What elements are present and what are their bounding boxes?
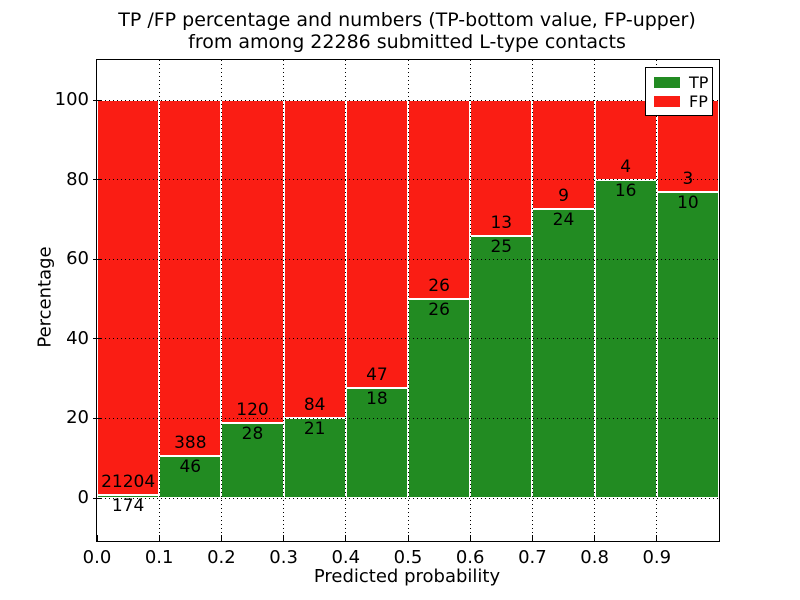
- y-axis-tick: [93, 99, 101, 101]
- y-axis-tick: [93, 417, 101, 419]
- bar-tp-segment: [408, 299, 471, 498]
- bar-tp-segment: [221, 422, 284, 498]
- gridline-horizontal: [97, 99, 719, 101]
- gridline-horizontal: [97, 417, 719, 419]
- gridline-vertical: [407, 60, 409, 541]
- x-tick-label: 0.7: [518, 547, 547, 568]
- bar-tp-segment: [532, 208, 595, 498]
- tp-count-label: 16: [614, 180, 637, 201]
- legend-swatch-fp: [654, 96, 680, 107]
- x-axis-tick: [407, 535, 409, 541]
- tp-count-label: 28: [241, 423, 264, 444]
- gridline-vertical: [594, 60, 596, 541]
- x-axis-tick: [531, 535, 533, 541]
- y-axis-tick: [93, 179, 101, 181]
- x-tick-label: 0.5: [393, 547, 423, 568]
- x-tick-label: 0.2: [207, 547, 236, 568]
- y-tick-label: 40: [66, 327, 89, 349]
- legend-label-tp: TP: [689, 73, 709, 92]
- x-axis-tick: [345, 535, 347, 541]
- x-axis-tick: [220, 535, 222, 541]
- fp-count-label: 388: [174, 432, 207, 453]
- chart-title: TP /FP percentage and numbers (TP-bottom…: [96, 9, 718, 53]
- x-axis-label: Predicted probability: [313, 566, 501, 587]
- bar-tp-segment: [159, 455, 222, 498]
- plot-area: 21204 174 388 46 120 28 84 21 47 18 26 26 13 25 9 24 4 16…: [55, 59, 720, 568]
- y-tick-label: 0: [77, 487, 89, 508]
- x-axis-tick: [283, 535, 285, 541]
- legend-label-fp: FP: [689, 92, 708, 111]
- bar-tp-segment: [345, 387, 408, 498]
- fp-count-label: 120: [236, 399, 269, 420]
- tp-count-label: 46: [179, 456, 202, 477]
- bar-fp-segment: [97, 100, 160, 495]
- tp-count-label: 26: [428, 300, 450, 320]
- x-tick-label: 0.4: [331, 547, 361, 568]
- gridline-vertical: [656, 60, 658, 541]
- tp-count-label: 10: [677, 192, 699, 213]
- y-axis-label: Percentage: [34, 246, 56, 348]
- fp-count-label: 4: [620, 156, 632, 177]
- fp-count-label: 13: [490, 213, 513, 234]
- bar-fp-segment: [408, 100, 471, 299]
- gridline-horizontal: [97, 338, 719, 340]
- x-axis-tick: [96, 535, 98, 541]
- gridline-vertical: [220, 60, 222, 541]
- x-tick-label: 0.1: [144, 547, 174, 568]
- legend-row-fp: FP: [654, 92, 712, 111]
- gridline-vertical: [345, 60, 347, 541]
- gridline-horizontal: [97, 179, 719, 181]
- bar-fp-segment: [221, 100, 284, 423]
- chart-title-line1: TP /FP percentage and numbers (TP-bottom…: [118, 9, 696, 31]
- gridline-vertical: [531, 60, 533, 541]
- bar-fp-segment: [594, 100, 657, 180]
- y-tick-label: 20: [66, 407, 89, 429]
- x-axis-tick: [656, 535, 658, 541]
- bar-tp-segment: [97, 494, 160, 498]
- bar-fp-segment: [532, 100, 595, 209]
- tp-count-label: 24: [552, 209, 575, 230]
- fp-count-label: 47: [366, 364, 388, 385]
- x-tick-label: 0.0: [82, 547, 112, 568]
- chart-title-line2: from among 22286 submitted L-type contac…: [188, 31, 626, 53]
- gridline-vertical: [158, 60, 160, 541]
- bar-tp-segment: [470, 236, 533, 498]
- y-axis-tick: [93, 497, 101, 499]
- x-tick-label: 0.9: [642, 547, 672, 568]
- y-axis-tick: [93, 338, 101, 340]
- tp-count-label: 25: [490, 237, 513, 258]
- fp-count-label: 84: [303, 395, 326, 416]
- gridline-horizontal: [97, 497, 719, 499]
- y-tick-label: 60: [66, 248, 89, 270]
- legend: TP FP: [645, 67, 713, 116]
- bar-fp-segment: [159, 100, 222, 456]
- tp-count-label: 21: [303, 419, 326, 440]
- legend-row-tp: TP: [654, 73, 712, 92]
- bar-fp-segment: [345, 100, 408, 388]
- fp-count-label: 21204: [101, 471, 156, 492]
- bar-tp-segment: [656, 191, 719, 498]
- fp-count-label: 3: [682, 168, 694, 189]
- x-axis-tick: [594, 535, 596, 541]
- x-axis-tick: [469, 535, 471, 541]
- fp-count-label: 9: [558, 185, 569, 206]
- fp-count-label: 26: [428, 276, 450, 296]
- x-axis-tick: [158, 535, 160, 541]
- y-tick-label: 100: [54, 89, 89, 110]
- bar-fp-segment: [470, 100, 533, 237]
- x-tick-label: 0.8: [580, 547, 609, 568]
- x-tick-label: 0.3: [269, 547, 298, 568]
- tp-count-label: 174: [111, 495, 145, 516]
- legend-swatch-tp: [654, 77, 680, 88]
- tp-count-label: 18: [366, 388, 388, 409]
- gridline-horizontal: [97, 258, 719, 260]
- y-tick-label: 80: [66, 168, 89, 190]
- x-tick-label: 0.6: [455, 547, 485, 568]
- gridline-vertical: [469, 60, 471, 541]
- gridline-vertical: [283, 60, 285, 541]
- y-axis-tick: [93, 258, 101, 260]
